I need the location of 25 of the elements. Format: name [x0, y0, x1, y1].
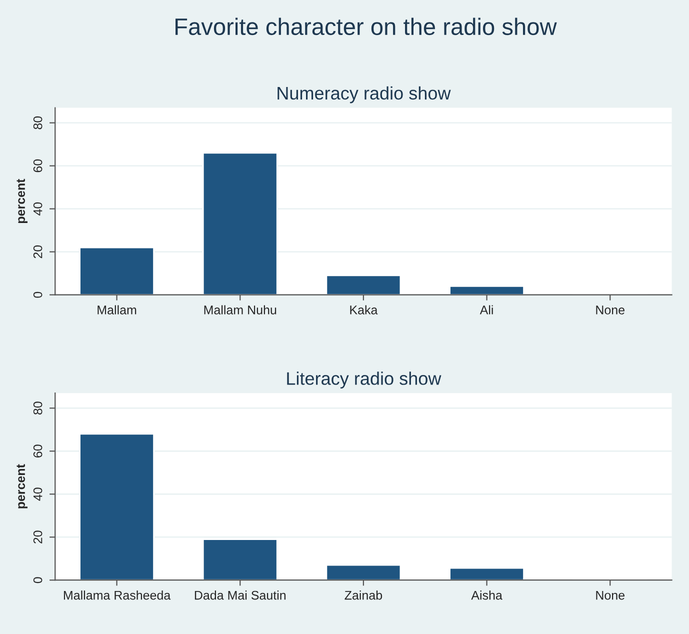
y-tick-label: 0	[33, 292, 42, 298]
y-tick-label: 40	[33, 488, 42, 501]
y-tick-label: 0	[33, 577, 42, 584]
y-tick-label: 80	[33, 116, 42, 130]
x-tick-label: Mallama Rasheeda	[64, 590, 171, 600]
y-tick-label: 60	[33, 159, 42, 172]
y-axis-title: percent	[16, 178, 28, 224]
y-tick-label: 40	[33, 202, 42, 216]
chart-subtitle: Literacy radio show	[287, 372, 442, 388]
y-tick-label: 80	[33, 402, 42, 415]
chart-subtitle: Numeracy radio show	[278, 86, 451, 104]
x-tick-label: Aisha	[471, 590, 502, 600]
x-tick-label: Ali	[480, 305, 493, 314]
y-axis-title: percent	[16, 464, 28, 508]
x-tick-label: Mallam Nuhu	[204, 305, 276, 314]
x-tick-label: None	[596, 306, 624, 314]
y-tick-label: 20	[33, 245, 42, 258]
x-tick-label: Dada Mai Sautin	[194, 590, 286, 600]
chart-title: Favorite character on the radio show	[176, 18, 557, 36]
x-tick-label: Kaka	[350, 305, 378, 314]
x-tick-label: Zainab	[344, 590, 382, 600]
y-tick-label: 60	[33, 444, 42, 458]
y-tick-label: 20	[33, 530, 42, 544]
x-tick-label: None	[596, 590, 624, 600]
x-tick-label: Mallam	[98, 305, 136, 314]
